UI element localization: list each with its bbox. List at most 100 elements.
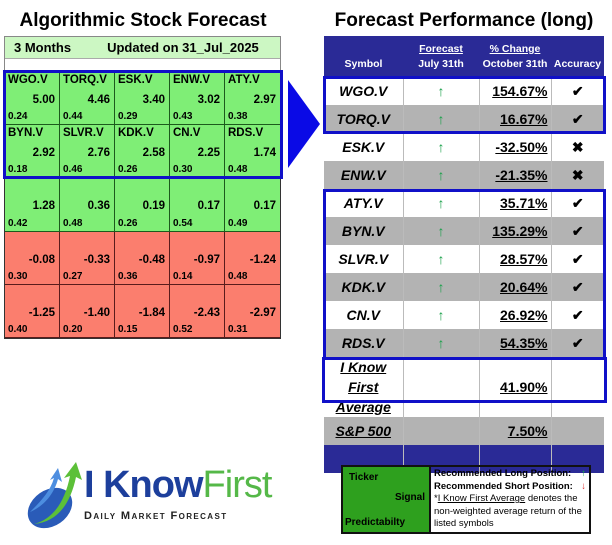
iknowfirst-logo: I KnowFirst Daily Market Forecast	[20, 462, 273, 532]
check-icon: ✔	[550, 189, 604, 217]
cell-signal: 1.28	[32, 200, 55, 213]
forecast-cell: KDK.V 2.58 0.26	[115, 125, 170, 179]
cell-signal: 0.17	[253, 200, 276, 213]
cell-signal: -1.40	[83, 306, 110, 319]
cell-signal: -2.97	[249, 306, 276, 319]
up-arrow-icon: ↑	[402, 105, 479, 133]
logo-tagline: Daily Market Forecast	[84, 510, 228, 522]
cell-signal: 0.19	[142, 200, 165, 213]
logo-word-first: First	[202, 464, 273, 506]
cell-signal: 3.02	[197, 94, 220, 106]
cell-signal: 4.46	[87, 94, 110, 106]
updated-date: Updated on 31_Jul_2025	[107, 40, 259, 55]
forecast-cell: ENW.V 3.02 0.43	[170, 72, 225, 126]
cell-symbol: WGO.V	[8, 74, 48, 86]
cell-predictability: 0.48	[228, 270, 248, 282]
cell-predictability: 0.54	[173, 217, 193, 229]
cell-predictability: 0.46	[63, 164, 83, 176]
header-symbol: Symbol	[324, 36, 403, 77]
up-arrow-icon: ↑	[402, 161, 479, 189]
check-icon: ✔	[550, 301, 604, 329]
row-symbol: ENW.V	[324, 161, 403, 189]
row-change: 26.92%	[478, 301, 551, 329]
legend-ticker: Ticker	[349, 472, 379, 483]
legend-long-label: Recommended Long Position:	[434, 468, 572, 479]
cell-predictability: 0.36	[118, 270, 138, 282]
cell-symbol: ENW.V	[173, 74, 211, 86]
cell-signal: -0.48	[138, 253, 165, 266]
check-icon: ✔	[550, 273, 604, 301]
cell-symbol: CN.V	[173, 127, 201, 140]
row-change: 28.57%	[478, 245, 551, 273]
forecast-cell: -0.08 0.30	[5, 231, 60, 285]
forecast-cell: CN.V 2.25 0.30	[170, 125, 225, 179]
cell-predictability: 0.44	[63, 111, 83, 123]
header-change: % Change October 31th	[479, 36, 551, 77]
performance-table: Symbol Forecast July 31th % Change October…	[324, 36, 604, 473]
cell-signal: -1.25	[28, 306, 55, 319]
cell-predictability: 0.48	[228, 164, 248, 176]
up-arrow-icon: ↑	[402, 245, 479, 273]
row-change: 154.67%	[478, 77, 551, 105]
cell-predictability: 0.26	[118, 164, 138, 176]
cell-predictability: 0.38	[228, 111, 248, 123]
cell-predictability: 0.52	[173, 323, 193, 335]
row-symbol: ATY.V	[324, 189, 403, 217]
cell-predictability: 0.40	[8, 323, 28, 335]
row-change: 20.64%	[478, 273, 551, 301]
cell-symbol: ESK.V	[118, 74, 153, 86]
row-change: -32.50%	[478, 133, 551, 161]
cell-signal: 0.17	[197, 200, 220, 213]
left-panel-title: Algorithmic Stock Forecast	[19, 10, 267, 31]
cross-icon: ✖	[550, 161, 604, 189]
cell-signal: 2.25	[197, 147, 220, 160]
average-label: I Know First Average	[324, 357, 403, 417]
forecast-cell: -0.33 0.27	[60, 231, 115, 285]
average-row: I Know First Average 41.90%	[324, 357, 604, 417]
cell-predictability: 0.24	[8, 111, 28, 123]
cell-predictability: 0.20	[63, 323, 83, 335]
cell-signal: 5.00	[32, 94, 55, 106]
forecast-cell: SLVR.V 2.76 0.46	[60, 125, 115, 179]
row-symbol: SLVR.V	[324, 245, 403, 273]
cell-signal: 1.74	[253, 147, 276, 160]
row-change: -21.35%	[478, 161, 551, 189]
cell-symbol: RDS.V	[228, 127, 264, 140]
right-panel-title: Forecast Performance (long)	[334, 10, 594, 31]
cell-signal: -2.43	[193, 306, 220, 319]
cell-signal: 3.40	[142, 94, 165, 106]
legend-note: *I Know First Average denotes the non-we…	[434, 493, 582, 529]
cell-signal: -1.84	[138, 306, 165, 319]
cell-signal: -0.97	[193, 253, 220, 266]
row-symbol: RDS.V	[324, 329, 403, 357]
check-icon: ✔	[550, 245, 604, 273]
right-arrow-icon	[288, 80, 320, 168]
cell-predictability: 0.29	[118, 111, 138, 123]
cell-signal: 2.97	[253, 94, 276, 106]
forecast-cell: 1.28 0.42	[5, 178, 60, 232]
legend-cell-key: Ticker Signal Predictabilty	[343, 467, 431, 532]
up-arrow-icon: ↑	[581, 468, 586, 479]
down-arrow-icon: ↓	[581, 480, 586, 492]
forecast-cell: 0.19 0.26	[115, 178, 170, 232]
cell-symbol: TORQ.V	[63, 74, 107, 86]
logo-word-iknow: I Know	[84, 464, 204, 506]
forecast-cell: ESK.V 3.40 0.29	[115, 72, 170, 126]
legend-box: Ticker Signal Predictabilty Recommended …	[341, 465, 591, 534]
forecast-cell: 0.17 0.49	[225, 178, 280, 232]
forecast-cell: -1.84 0.15	[115, 284, 170, 338]
up-arrow-icon: ↑	[402, 273, 479, 301]
cell-predictability: 0.43	[173, 111, 193, 123]
cross-icon: ✖	[550, 133, 604, 161]
benchmark-row: S&P 500 7.50%	[324, 417, 604, 445]
up-arrow-icon: ↑	[402, 329, 479, 357]
forecast-cell: TORQ.V 4.46 0.44	[60, 72, 115, 126]
up-arrow-icon: ↑	[402, 189, 479, 217]
check-icon: ✔	[550, 329, 604, 357]
forecast-cell: -2.43 0.52	[170, 284, 225, 338]
row-symbol: TORQ.V	[324, 105, 403, 133]
horizon-label: 3 Months	[14, 40, 72, 55]
cell-signal: 2.92	[32, 147, 55, 160]
swoosh-arrow-icon	[27, 462, 82, 529]
cell-symbol: BYN.V	[8, 127, 44, 140]
